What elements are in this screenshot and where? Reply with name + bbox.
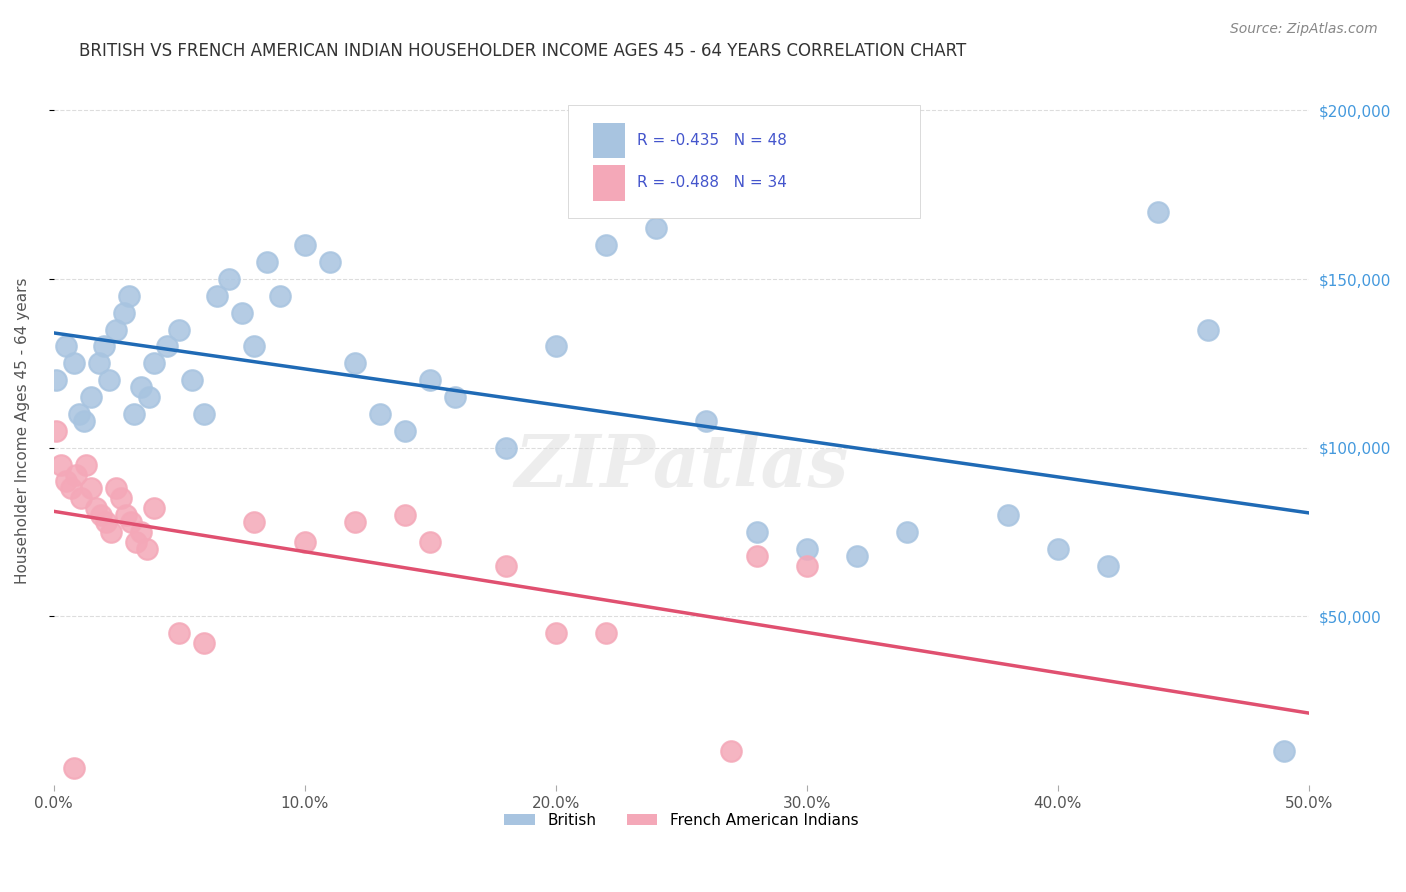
Point (93, 339, 115, 353)
Point (112, 306, 135, 320)
Point (294, 535, 316, 549)
Text: BRITISH VS FRENCH AMERICAN INDIAN HOUSEHOLDER INCOME AGES 45 - 64 YEARS CORRELAT: BRITISH VS FRENCH AMERICAN INDIAN HOUSEH… (79, 42, 966, 60)
Point (125, 535, 148, 549)
Point (55, 339, 77, 353)
Point (595, 626, 617, 640)
Point (544, 339, 567, 353)
Point (846, 549, 869, 563)
Point (745, 524, 768, 539)
Point (1198, 323, 1220, 337)
Point (193, 636, 215, 650)
Point (896, 524, 918, 539)
Point (1147, 204, 1170, 219)
Point (45, 373, 67, 387)
Point (75, 458, 97, 472)
Point (143, 501, 166, 516)
Point (84, 501, 107, 516)
Point (55, 475, 77, 489)
Point (80, 481, 103, 495)
Text: R = -0.435   N = 48: R = -0.435 N = 48 (637, 133, 787, 148)
FancyBboxPatch shape (568, 105, 920, 219)
Point (138, 390, 160, 404)
Point (115, 508, 138, 523)
Point (343, 515, 366, 529)
Point (745, 549, 768, 563)
Point (243, 339, 266, 353)
Point (180, 373, 202, 387)
Point (110, 491, 132, 506)
Point (645, 221, 668, 235)
Point (256, 255, 278, 269)
Point (60, 481, 83, 495)
Point (343, 356, 366, 370)
Point (65, 467, 87, 482)
Point (193, 407, 215, 421)
Point (80, 390, 103, 404)
Point (120, 515, 142, 529)
Point (45, 424, 67, 438)
Point (131, 524, 153, 539)
Point (419, 373, 441, 387)
Point (269, 289, 291, 303)
Point (1097, 558, 1119, 573)
Point (796, 541, 818, 556)
Point (96, 515, 118, 529)
Point (167, 323, 190, 337)
Point (495, 441, 517, 455)
Text: Source: ZipAtlas.com: Source: ZipAtlas.com (1230, 22, 1378, 37)
Point (97, 373, 120, 387)
Point (319, 255, 342, 269)
Point (67, 407, 90, 421)
Point (444, 390, 467, 404)
Point (368, 407, 391, 421)
Point (695, 414, 717, 428)
Point (62, 761, 84, 775)
Point (294, 238, 316, 252)
Point (997, 508, 1019, 523)
Point (231, 306, 253, 320)
Point (155, 339, 177, 353)
Point (105, 323, 128, 337)
Point (167, 626, 190, 640)
Point (720, 744, 742, 758)
Point (1046, 541, 1069, 556)
Point (595, 238, 617, 252)
Text: ZIPatlas: ZIPatlas (515, 431, 848, 502)
Point (70, 491, 93, 506)
Bar (593, 122, 624, 158)
Point (73, 414, 96, 428)
Point (87, 356, 110, 370)
Point (105, 481, 128, 495)
Point (205, 289, 228, 303)
Point (218, 272, 240, 286)
Point (49, 458, 72, 472)
Point (1272, 744, 1295, 758)
Point (394, 424, 416, 438)
Point (495, 558, 517, 573)
Point (135, 541, 157, 556)
Point (118, 289, 141, 303)
Text: R = -0.488   N = 34: R = -0.488 N = 34 (637, 176, 787, 190)
Point (90, 508, 112, 523)
Point (100, 524, 122, 539)
Point (143, 356, 166, 370)
Y-axis label: Householder Income Ages 45 - 64 years: Householder Income Ages 45 - 64 years (15, 277, 30, 584)
Point (62, 356, 84, 370)
Point (419, 535, 441, 549)
Point (243, 515, 266, 529)
Point (122, 407, 145, 421)
Bar (593, 165, 624, 201)
Point (394, 508, 416, 523)
Legend: British, French American Indians: British, French American Indians (498, 807, 865, 834)
Point (131, 380, 153, 394)
Point (544, 626, 567, 640)
Point (796, 558, 818, 573)
